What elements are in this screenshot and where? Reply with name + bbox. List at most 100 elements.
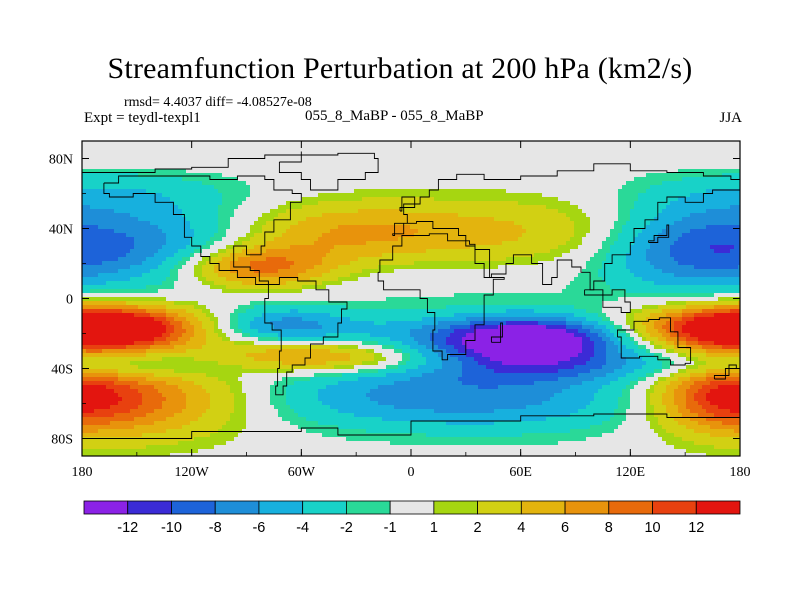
field-cell bbox=[606, 145, 611, 150]
field-cell bbox=[270, 185, 275, 190]
field-cell bbox=[226, 141, 231, 146]
field-cell bbox=[418, 221, 423, 226]
field-cell bbox=[334, 189, 339, 194]
field-cell bbox=[138, 149, 143, 154]
field-cell bbox=[130, 197, 135, 202]
field-cell bbox=[550, 161, 555, 166]
field-cell bbox=[358, 149, 363, 154]
field-cell bbox=[418, 229, 423, 234]
field-cell bbox=[130, 161, 135, 166]
field-cell bbox=[718, 233, 723, 238]
field-cell bbox=[186, 145, 191, 150]
field-cell bbox=[602, 213, 607, 218]
field-cell bbox=[282, 241, 287, 246]
field-cell bbox=[454, 217, 459, 222]
field-cell bbox=[102, 253, 107, 258]
field-cell bbox=[362, 197, 367, 202]
field-cell bbox=[706, 141, 711, 146]
field-cell bbox=[690, 257, 695, 262]
field-cell bbox=[182, 245, 187, 250]
field-cell bbox=[478, 141, 483, 146]
field-cell bbox=[186, 221, 191, 226]
field-cell bbox=[214, 241, 219, 246]
field-cell bbox=[642, 233, 647, 238]
field-cell bbox=[406, 237, 411, 242]
field-cell bbox=[250, 149, 255, 154]
field-cell bbox=[450, 201, 455, 206]
field-cell bbox=[114, 249, 119, 254]
field-cell bbox=[662, 217, 667, 222]
field-cell bbox=[726, 169, 731, 174]
field-cell bbox=[614, 257, 619, 262]
field-cell bbox=[430, 229, 435, 234]
field-cell bbox=[498, 249, 503, 254]
field-cell bbox=[250, 213, 255, 218]
field-cell bbox=[458, 221, 463, 226]
field-cell bbox=[662, 173, 667, 178]
field-cell bbox=[158, 217, 163, 222]
field-cell bbox=[174, 229, 179, 234]
field-cell bbox=[262, 257, 267, 262]
field-cell bbox=[734, 201, 739, 206]
field-cell bbox=[598, 237, 603, 242]
field-cell bbox=[650, 157, 655, 162]
field-cell bbox=[694, 193, 699, 198]
field-cell bbox=[378, 181, 383, 186]
field-cell bbox=[194, 161, 199, 166]
field-cell bbox=[502, 245, 507, 250]
field-cell bbox=[618, 141, 623, 146]
field-cell bbox=[466, 217, 471, 222]
field-cell bbox=[350, 249, 355, 254]
field-cell bbox=[418, 237, 423, 242]
field-cell bbox=[718, 149, 723, 154]
field-cell bbox=[682, 173, 687, 178]
field-cell bbox=[694, 233, 699, 238]
field-cell bbox=[634, 193, 639, 198]
field-cell bbox=[98, 261, 103, 266]
field-cell bbox=[550, 249, 555, 254]
field-cell bbox=[226, 245, 231, 250]
field-cell bbox=[402, 237, 407, 242]
field-cell bbox=[162, 193, 167, 198]
field-cell bbox=[582, 197, 587, 202]
field-cell bbox=[526, 173, 531, 178]
field-cell bbox=[514, 201, 519, 206]
field-cell bbox=[474, 257, 479, 262]
field-cell bbox=[238, 153, 243, 158]
field-cell bbox=[194, 233, 199, 238]
field-cell bbox=[654, 245, 659, 250]
field-cell bbox=[686, 205, 691, 210]
field-cell bbox=[310, 205, 315, 210]
field-cell bbox=[710, 213, 715, 218]
field-cell bbox=[650, 201, 655, 206]
field-cell bbox=[322, 209, 327, 214]
field-cell bbox=[718, 253, 723, 258]
field-cell bbox=[342, 249, 347, 254]
field-cell bbox=[190, 209, 195, 214]
field-cell bbox=[514, 169, 519, 174]
field-cell bbox=[154, 141, 159, 146]
field-cell bbox=[502, 225, 507, 230]
field-cell bbox=[646, 145, 651, 150]
field-cell bbox=[550, 153, 555, 158]
field-cell bbox=[426, 193, 431, 198]
field-cell bbox=[546, 245, 551, 250]
field-cell bbox=[162, 185, 167, 190]
field-cell bbox=[698, 161, 703, 166]
field-cell bbox=[622, 161, 627, 166]
field-cell bbox=[558, 221, 563, 226]
field-cell bbox=[118, 145, 123, 150]
field-cell bbox=[598, 197, 603, 202]
field-cell bbox=[678, 185, 683, 190]
field-cell bbox=[166, 153, 171, 158]
field-cell bbox=[290, 185, 295, 190]
field-cell bbox=[414, 141, 419, 146]
field-cell bbox=[226, 261, 231, 266]
field-cell bbox=[362, 165, 367, 170]
field-cell bbox=[270, 197, 275, 202]
field-cell bbox=[646, 165, 651, 170]
field-cell bbox=[566, 149, 571, 154]
field-cell bbox=[362, 253, 367, 258]
field-cell bbox=[710, 205, 715, 210]
field-cell bbox=[602, 177, 607, 182]
